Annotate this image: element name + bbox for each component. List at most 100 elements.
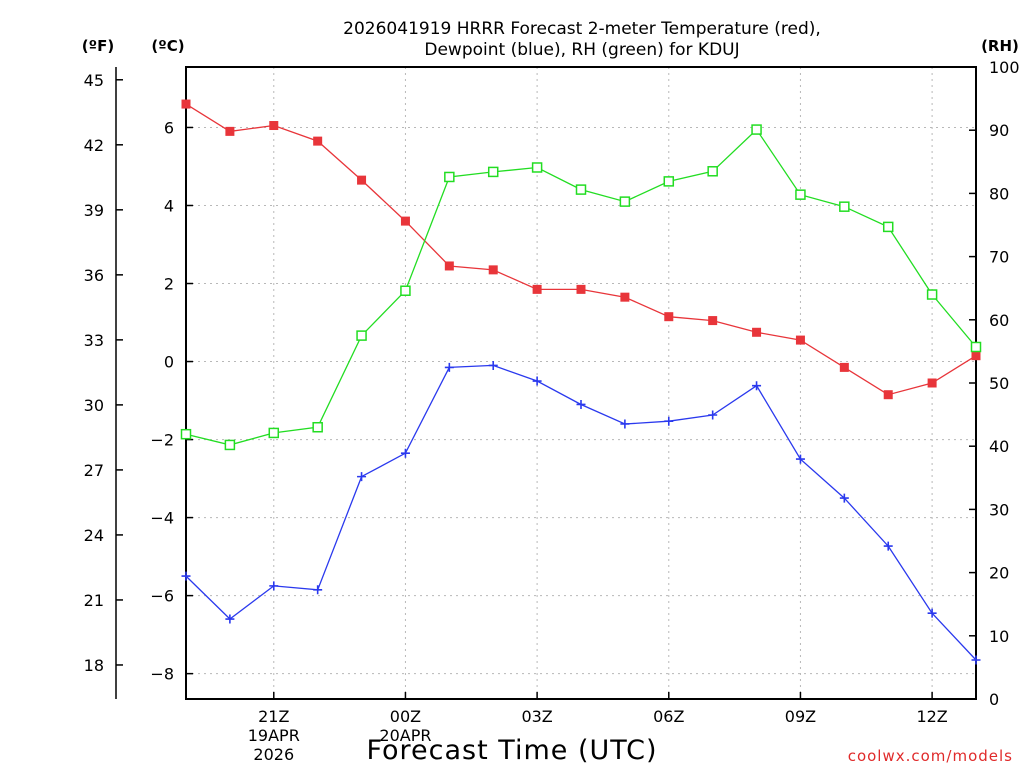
temperature-point [313,136,323,146]
temperature-point [971,351,981,361]
celsius-tick-label: 0 [164,353,174,372]
temperature-point [269,121,279,131]
x-tick-label: 06Z [653,707,684,726]
temperature-line [185,103,977,396]
temperature-point [357,175,367,185]
rh-point [444,171,455,183]
dewpoint-point [752,381,762,391]
dewpoint-line [185,364,977,661]
x-tick-label: 2026 [253,745,294,764]
rh-tick-label: 90 [989,121,1009,140]
temperature-point [927,378,937,388]
rh-point [926,289,938,300]
fahrenheit-tick-label: 18 [84,656,104,675]
rh-point [531,162,543,173]
rh-point [619,196,631,207]
x-tick-label: 20APR [379,726,431,745]
dewpoint-point [313,585,323,595]
rh-point [751,124,762,135]
dewpoint-point [357,472,367,482]
fahrenheit-tick-label: 30 [84,396,104,415]
x-tick-label: 09Z [785,707,816,726]
x-tick-label: 19APR [248,726,300,745]
dewpoint-point [225,614,235,624]
temperature-point [444,261,454,271]
dewpoint-point [532,376,542,386]
temperature-point [488,265,498,275]
rh-tick-label: 30 [989,500,1009,519]
fahrenheit-tick-label: 33 [84,331,104,350]
fahrenheit-tick-label: 42 [84,136,104,155]
x-tick-label: 03Z [521,707,552,726]
credit-label: coolwx.com/models [848,747,1013,765]
fahrenheit-tick-label: 45 [84,71,104,90]
rh-tick-label: 60 [989,311,1009,330]
data-series [180,99,982,665]
x-axis-title: Forecast Time (UTC) [366,735,657,766]
fahrenheit-tick-label: 24 [84,526,104,545]
series-temperature [181,99,981,400]
fahrenheit-axis-unit: (ºF) [82,37,114,55]
temperature-point [620,292,630,302]
temperature-point [795,335,805,345]
rh-tick-label: 70 [989,248,1009,267]
fahrenheit-tick-label: 27 [84,461,104,480]
celsius-tick-label: −6 [150,587,174,606]
rh-point [575,184,587,195]
dewpoint-point [269,581,279,591]
rh-point [707,166,718,177]
celsius-tick-label: −2 [150,431,174,450]
dewpoint-point [664,416,674,426]
rh-point [356,330,367,341]
chart-title-line-2: Dewpoint (blue), RH (green) for KDUJ [424,40,739,60]
rh-point [268,427,280,439]
rh-tick-label: 100 [989,58,1020,77]
dewpoint-point [839,493,849,503]
rh-tick-label: 10 [989,627,1009,646]
temperature-point [664,312,674,322]
rh-point [487,166,499,178]
dewpoint-point [708,410,718,420]
temperature-point [400,216,410,226]
dewpoint-point [488,360,498,370]
rh-axis-unit: (RH) [981,37,1019,55]
temperature-point [576,284,586,294]
temperature-point [181,99,191,109]
rh-point [839,201,850,212]
rh-tick-label: 40 [989,437,1009,456]
celsius-tick-label: 4 [164,196,174,215]
dewpoint-point [927,608,937,618]
rh-tick-label: 80 [989,184,1009,203]
rh-point [400,285,411,296]
x-tick-label: 00Z [390,707,421,726]
rh-point [663,176,675,187]
rh-point [970,341,982,353]
celsius-tick-label: −8 [150,665,174,684]
temperature-point [883,390,893,400]
axes: 454239363330272421186420−2−4−6−810090807… [84,58,1020,709]
temperature-point [532,284,542,294]
dewpoint-point [795,454,805,464]
celsius-tick-label: 6 [164,118,174,137]
rh-point [180,428,192,440]
series-rh [180,124,982,451]
dewpoint-point [400,448,410,458]
rh-tick-label: 20 [989,564,1009,583]
dewpoint-point [971,655,981,665]
dewpoint-point [620,419,630,429]
chart-title-line-1: 2026041919 HRRR Forecast 2-meter Tempera… [343,19,821,39]
fahrenheit-tick-label: 39 [84,201,104,220]
temperature-point [752,327,762,337]
fahrenheit-tick-label: 21 [84,591,104,610]
plot-frame [185,66,977,700]
rh-point [224,439,236,451]
rh-point [882,221,894,233]
fahrenheit-tick-label: 36 [84,266,104,285]
dewpoint-point [181,571,191,581]
rh-tick-label: 50 [989,374,1009,393]
rh-tick-label: 0 [989,690,999,709]
dewpoint-point [444,362,454,372]
temperature-point [225,126,235,136]
